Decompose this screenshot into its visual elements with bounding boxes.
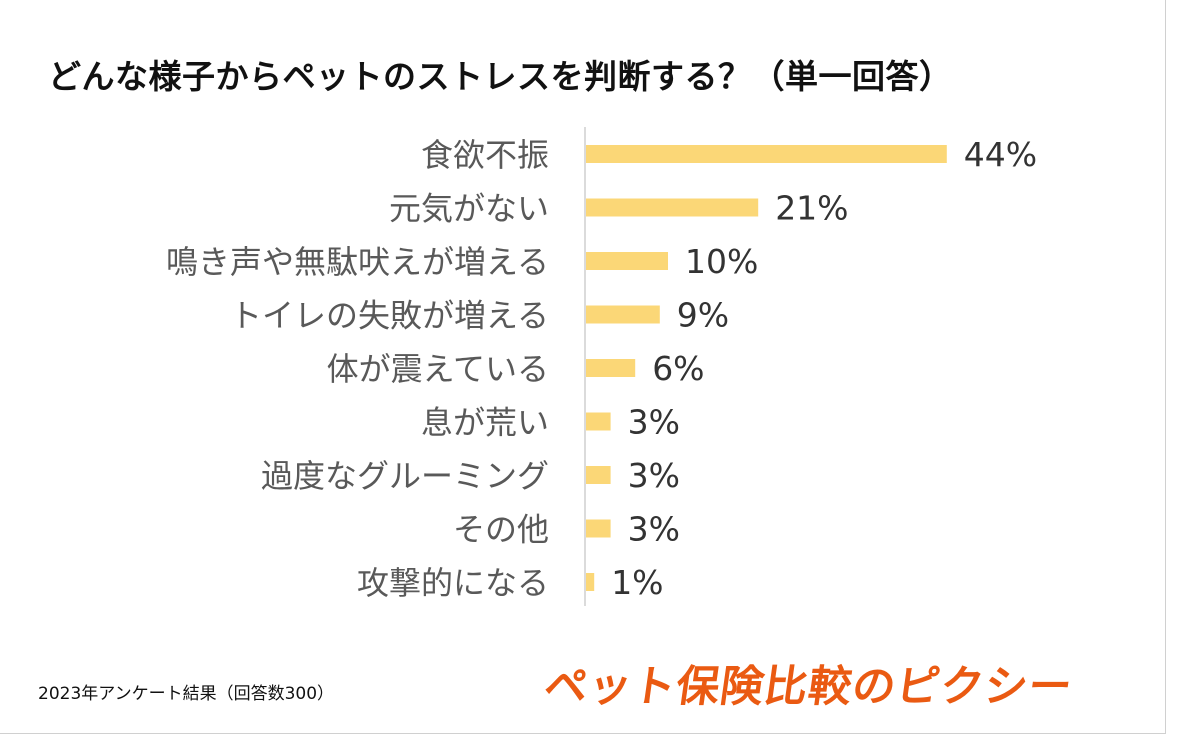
category-label: 息が荒い bbox=[421, 404, 549, 442]
category-label: 元気がない bbox=[389, 190, 549, 228]
data-label: 3% bbox=[628, 456, 680, 495]
bar bbox=[586, 252, 668, 270]
chart-title: どんな様子からペットのストレスを判断する？（単一回答） bbox=[48, 57, 953, 96]
data-label: 21% bbox=[775, 189, 848, 228]
data-label: 1% bbox=[611, 563, 663, 602]
bar bbox=[586, 145, 947, 163]
bar bbox=[586, 359, 636, 377]
chart-frame bbox=[0, 0, 1166, 734]
data-label: 44% bbox=[964, 135, 1037, 174]
category-label: 過度なグルーミング bbox=[261, 457, 549, 495]
bar bbox=[586, 198, 759, 217]
data-label: 6% bbox=[652, 349, 704, 388]
bar bbox=[586, 412, 611, 431]
data-label: 3% bbox=[628, 510, 680, 549]
category-label: 鳴き声や無駄吠えが増える bbox=[166, 243, 549, 281]
category-label: 攻撃的になる bbox=[357, 564, 549, 602]
brand-logo: ペット保険比較のピクシー bbox=[540, 662, 1076, 712]
data-label: 3% bbox=[628, 403, 680, 442]
category-label: 食欲不振 bbox=[421, 136, 549, 174]
survey-footnote: 2023年アンケート結果（回答数300） bbox=[38, 684, 335, 704]
category-label: トイレの失敗が増える bbox=[230, 297, 549, 335]
bar bbox=[586, 573, 595, 591]
category-label: 体が震えている bbox=[327, 350, 549, 388]
bar bbox=[586, 466, 611, 484]
bar bbox=[586, 305, 660, 324]
data-label: 9% bbox=[677, 296, 729, 335]
data-label: 10% bbox=[685, 242, 758, 281]
category-label: その他 bbox=[453, 511, 549, 549]
bar bbox=[586, 519, 611, 538]
